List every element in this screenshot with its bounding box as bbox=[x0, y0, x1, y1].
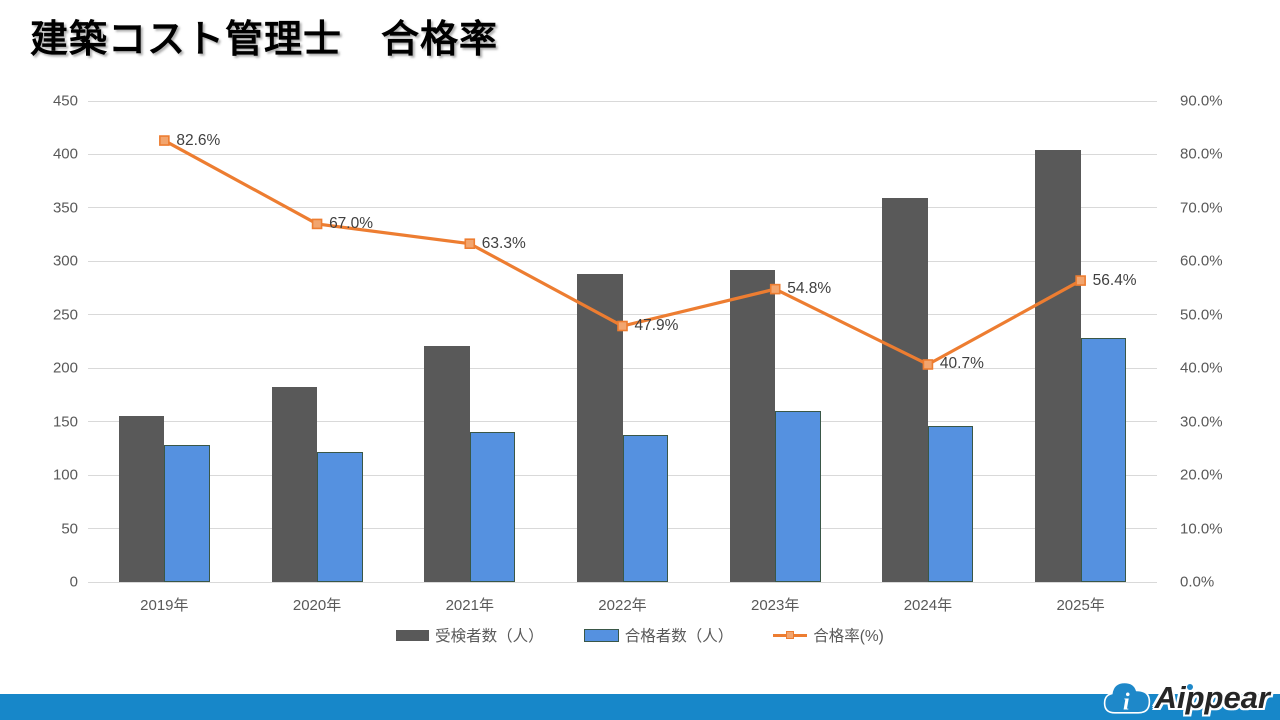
passers-bar bbox=[1080, 338, 1127, 582]
x-axis-tick: 2024年 bbox=[903, 597, 953, 614]
legend-item-examinees: 受検者数（人） bbox=[396, 624, 544, 646]
left-axis-tick: 400 bbox=[52, 145, 78, 163]
right-axis-tick: 80.0% bbox=[1180, 145, 1223, 163]
gridline bbox=[88, 207, 1157, 209]
right-axis-tick: 0.0% bbox=[1180, 573, 1215, 591]
passers-bar bbox=[317, 451, 363, 582]
left-axis-tick: 300 bbox=[52, 252, 78, 270]
x-axis-tick: 2019年 bbox=[140, 597, 189, 614]
company-logo: i Aippear bbox=[1101, 676, 1270, 716]
cloud-logo-icon: i bbox=[1103, 681, 1150, 716]
x-axis-tick: 2020年 bbox=[292, 597, 342, 614]
examinees-bar bbox=[1035, 150, 1081, 582]
right-axis-tick: 60.0% bbox=[1180, 252, 1223, 270]
pass-rate-marker bbox=[1075, 275, 1086, 286]
legend-item-passers: 合格者数（人） bbox=[583, 624, 734, 646]
right-axis-tick: 20.0% bbox=[1180, 466, 1223, 484]
pass-rate-swatch-icon bbox=[773, 630, 808, 639]
left-axis-tick: 200 bbox=[52, 359, 78, 377]
passers-bar bbox=[927, 425, 974, 582]
examinees-bar bbox=[424, 345, 470, 582]
pass-rate-value-label: 82.6% bbox=[176, 131, 221, 149]
passers-bar bbox=[775, 410, 821, 582]
gridline bbox=[88, 581, 1157, 583]
legend-label-passers: 合格者数（人） bbox=[624, 628, 734, 645]
examinees-bar bbox=[729, 269, 776, 582]
right-axis-tick: 70.0% bbox=[1180, 199, 1223, 217]
gridline bbox=[88, 260, 1157, 262]
left-axis-tick: 350 bbox=[52, 199, 78, 217]
footer-accent-bar bbox=[0, 694, 1280, 720]
examinees-bar bbox=[882, 198, 928, 582]
pass-rate-marker bbox=[311, 218, 323, 230]
left-axis-tick: 150 bbox=[52, 413, 78, 431]
gridline bbox=[88, 314, 1157, 316]
pass-rate-value-label: 63.3% bbox=[481, 234, 526, 252]
pass-rate-marker bbox=[159, 135, 170, 146]
examinees-swatch-icon bbox=[396, 629, 430, 641]
plot-area bbox=[88, 100, 1157, 583]
x-axis-tick: 2022年 bbox=[598, 597, 647, 614]
left-axis-tick: 50 bbox=[61, 520, 78, 538]
x-axis-tick: 2021年 bbox=[445, 597, 494, 614]
left-axis-tick: 250 bbox=[52, 306, 78, 324]
pass-rate-marker bbox=[769, 283, 781, 295]
right-axis-tick: 30.0% bbox=[1180, 413, 1223, 431]
pass-rate-line bbox=[159, 135, 1086, 370]
examinees-bar bbox=[271, 387, 318, 582]
gridline bbox=[88, 153, 1157, 155]
gridline bbox=[88, 367, 1157, 369]
legend-item-pass-rate: 合格率(%) bbox=[773, 624, 884, 646]
svg-text:i: i bbox=[1123, 690, 1130, 716]
legend: 受検者数（人） 合格者数（人） 合格率(%) bbox=[0, 624, 1280, 646]
x-axis-tick: 2023年 bbox=[751, 597, 800, 614]
right-axis-tick: 40.0% bbox=[1180, 359, 1223, 377]
examinees-bar bbox=[577, 274, 623, 582]
right-axis-tick: 50.0% bbox=[1180, 306, 1223, 324]
pass-rate-marker bbox=[617, 320, 628, 332]
legend-label-examinees: 受検者数（人） bbox=[435, 628, 544, 645]
left-axis-tick: 0 bbox=[69, 573, 78, 591]
passers-bar bbox=[164, 445, 210, 582]
right-axis-tick: 10.0% bbox=[1180, 520, 1223, 538]
chart-title: 建築コスト管理士 合格率 bbox=[30, 19, 499, 61]
gridline bbox=[88, 100, 1157, 102]
pass-rate-value-label: 67.0% bbox=[329, 214, 374, 232]
passers-bar bbox=[622, 434, 668, 582]
logo-i-dot bbox=[1186, 684, 1193, 690]
pass-rate-marker bbox=[922, 359, 934, 370]
pass-rate-value-label: 54.8% bbox=[787, 280, 832, 298]
left-axis-tick: 450 bbox=[52, 92, 78, 110]
passers-swatch-icon bbox=[583, 628, 619, 642]
right-axis-tick: 90.0% bbox=[1180, 92, 1223, 110]
legend-label-pass-rate: 合格率(%) bbox=[813, 628, 884, 645]
logo-text: Aippear bbox=[1154, 680, 1270, 715]
pass-rate-value-label: 47.9% bbox=[634, 317, 679, 334]
pass-rate-marker bbox=[464, 238, 476, 249]
gridline bbox=[88, 421, 1157, 423]
pass-rate-value-label: 40.7% bbox=[939, 355, 984, 373]
examinees-bar bbox=[118, 416, 165, 582]
passers-bar bbox=[469, 432, 516, 582]
left-axis-tick: 100 bbox=[52, 466, 78, 484]
pass-rate-value-label: 56.4% bbox=[1092, 271, 1137, 289]
x-axis-tick: 2025年 bbox=[1056, 597, 1105, 614]
